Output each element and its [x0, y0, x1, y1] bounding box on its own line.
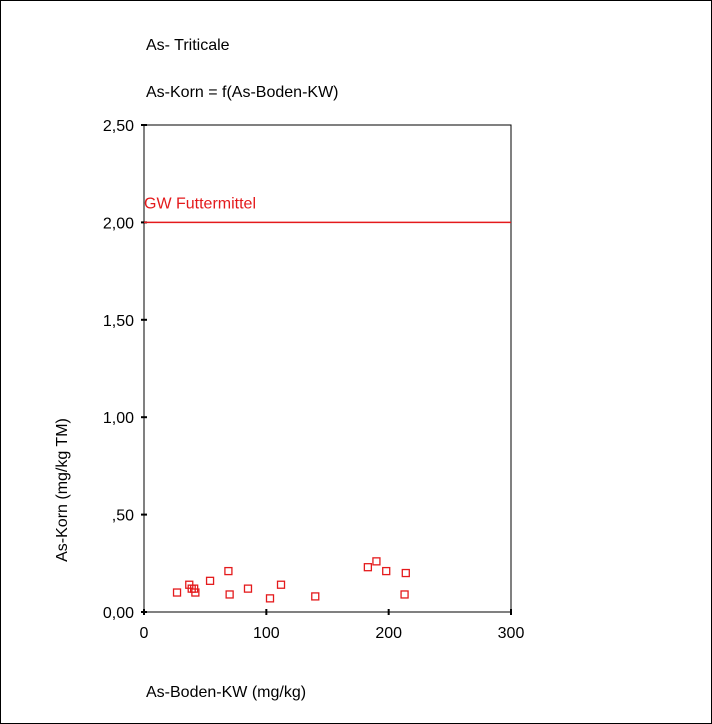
y-axis: 0,00 ,50 1,00 1,50 2,00 2,50	[103, 118, 147, 622]
data-point	[225, 590, 234, 599]
data-point	[363, 563, 373, 572]
data-point	[372, 557, 381, 566]
y-tick-label: 1,00	[103, 410, 134, 427]
plot-area	[143, 124, 512, 613]
data-point	[400, 590, 409, 599]
reference-line-label: GW Futtermittel	[144, 195, 256, 212]
y-tick-label: 2,50	[103, 118, 134, 135]
data-point	[172, 588, 182, 597]
y-tick-label: 1,50	[103, 313, 134, 330]
y-tick-label: ,50	[112, 508, 134, 525]
data-point	[191, 588, 200, 597]
data-point	[265, 594, 275, 603]
data-point	[205, 576, 215, 585]
data-point	[401, 568, 410, 578]
x-tick-label: 0	[140, 625, 149, 642]
chart-title: As- Triticale	[146, 37, 230, 54]
data-point	[224, 566, 233, 576]
y-tick-label: 2,00	[103, 215, 134, 232]
data-point	[276, 580, 286, 589]
data-point	[243, 584, 253, 593]
y-axis-label: As-Korn (mg/kg TM)	[54, 418, 71, 562]
chart-subtitle: As-Korn = f(As-Boden-KW)	[146, 84, 339, 101]
x-axis: 0 100 200 300	[140, 609, 525, 642]
x-tick-label: 100	[253, 625, 280, 642]
reference-line-group: GW Futtermittel	[144, 195, 511, 224]
data-point	[311, 592, 320, 601]
y-tick-label: 0,00	[103, 605, 134, 622]
x-axis-label: As-Boden-KW (mg/kg)	[146, 684, 306, 701]
x-tick-label: 300	[498, 625, 525, 642]
data-point	[382, 566, 391, 576]
x-tick-label: 200	[375, 625, 402, 642]
points-group	[172, 557, 410, 603]
